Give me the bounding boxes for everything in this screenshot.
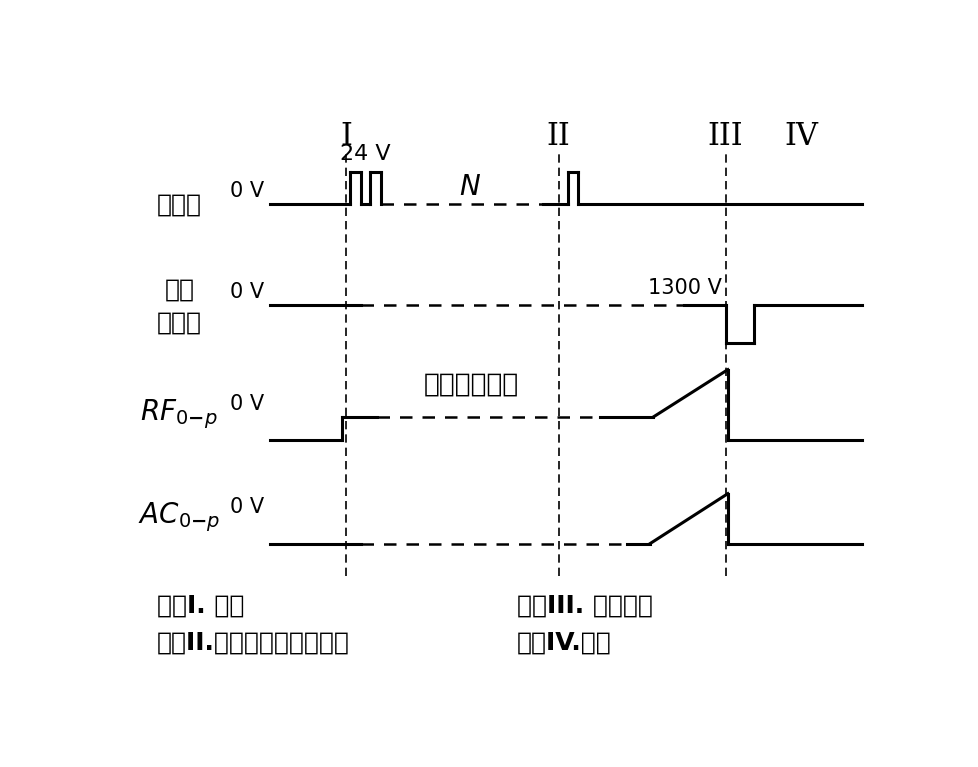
- Text: $\mathbf{\mathit{RF}}_{0\mathbf{-}\mathit{p}}$: $\mathbf{\mathit{RF}}_{0\mathbf{-}\mathi…: [140, 397, 218, 431]
- Text: 0 V: 0 V: [230, 497, 264, 517]
- Text: 电子: 电子: [164, 278, 194, 302]
- Text: 倍增管: 倍增管: [156, 311, 201, 334]
- Text: 0 V: 0 V: [230, 394, 264, 414]
- Text: 阶段I. 准备: 阶段I. 准备: [156, 594, 244, 618]
- Text: III: III: [707, 121, 742, 152]
- Text: 阶段III. 离子扫描: 阶段III. 离子扫描: [516, 594, 652, 618]
- Text: 离子冷却电压: 离子冷却电压: [423, 371, 518, 397]
- Text: $\mathit{N}$: $\mathit{N}$: [459, 173, 480, 200]
- Text: 阶段IV.结束: 阶段IV.结束: [516, 630, 611, 654]
- Text: 1300 V: 1300 V: [647, 278, 721, 298]
- Text: I: I: [340, 121, 352, 152]
- Text: 0 V: 0 V: [230, 281, 264, 301]
- Text: IV: IV: [783, 121, 818, 152]
- Text: 阶段II.离子导入和冷却富集: 阶段II.离子导入和冷却富集: [156, 630, 349, 654]
- Text: II: II: [546, 121, 570, 152]
- Text: $\mathbf{\mathit{AC}}_{0\mathbf{-}\mathit{p}}$: $\mathbf{\mathit{AC}}_{0\mathbf{-}\mathi…: [138, 500, 220, 534]
- Text: 24 V: 24 V: [340, 144, 390, 164]
- Text: 0 V: 0 V: [230, 181, 264, 201]
- Text: 夹管阀: 夹管阀: [156, 193, 201, 216]
